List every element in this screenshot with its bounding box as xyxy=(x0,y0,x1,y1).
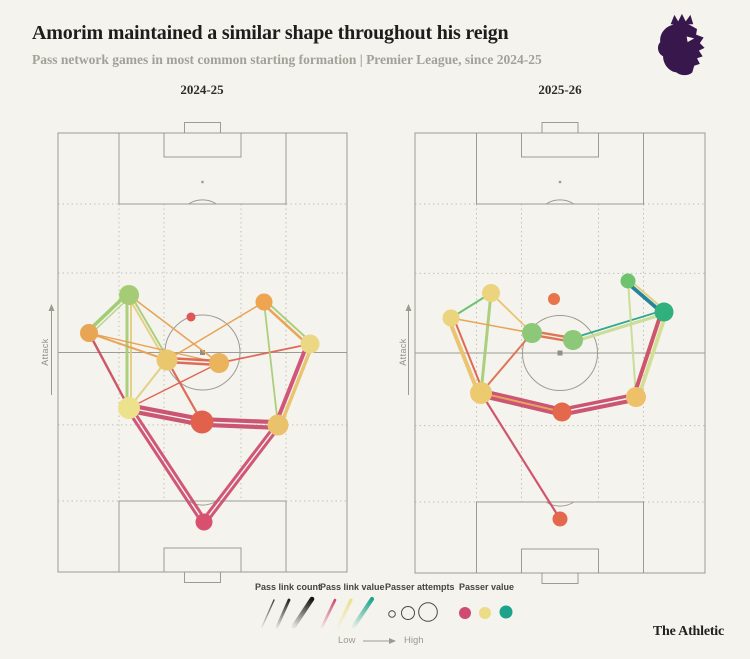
passer-nodes-2024-25 xyxy=(80,285,320,531)
pass-link xyxy=(264,299,313,344)
pass-links-2025-26 xyxy=(446,278,669,521)
passer-node-striker xyxy=(186,312,196,322)
pass-link xyxy=(88,332,168,361)
passer-node-wb-left xyxy=(442,309,460,327)
passer-node-am-left xyxy=(119,285,139,305)
pass-link xyxy=(128,362,220,409)
passer-node-cm-right xyxy=(563,330,583,350)
passer-node-striker xyxy=(548,293,560,305)
passer-nodes-2025-26 xyxy=(442,273,674,527)
pass-link xyxy=(166,301,265,361)
pass-link xyxy=(129,405,208,523)
passer-node-gk xyxy=(195,513,213,531)
legend-stroke xyxy=(261,599,275,628)
passer-node-cb-right xyxy=(267,414,289,436)
passer-node-wb-right xyxy=(300,334,320,354)
legend-stroke xyxy=(320,598,337,629)
attack-axis-label-right: Attack xyxy=(398,338,408,366)
pass-link xyxy=(636,310,669,400)
legend-attempts-circle xyxy=(401,606,415,620)
brand-logo-text: The Athletic xyxy=(652,624,724,639)
legend-scale-high: High xyxy=(404,635,424,646)
pass-link xyxy=(559,392,638,412)
passer-node-cb-centre xyxy=(190,410,214,434)
premier-league-lion-icon xyxy=(652,12,710,78)
legend-attempts-circle xyxy=(418,602,438,622)
legend-graphics xyxy=(261,596,513,644)
pass-link xyxy=(446,316,481,396)
pass-link xyxy=(480,392,563,413)
season-label-right: 2025-26 xyxy=(538,82,582,97)
pass-link xyxy=(129,293,170,361)
pass-link xyxy=(480,332,533,394)
pass-link xyxy=(571,312,667,344)
legend-stroke xyxy=(336,598,353,629)
passer-node-am-right xyxy=(255,293,273,311)
passer-node-am-right xyxy=(620,273,636,289)
pass-link xyxy=(479,391,562,521)
pass-link xyxy=(278,343,315,428)
pass-link xyxy=(560,397,639,417)
passer-node-gk xyxy=(552,511,568,527)
pass-link xyxy=(631,309,664,399)
passer-node-cb-right xyxy=(626,387,646,407)
pass-link xyxy=(478,393,564,417)
passer-node-wb-left xyxy=(80,324,98,342)
passer-node-cb-left xyxy=(118,397,140,419)
passer-node-am-left xyxy=(482,284,500,302)
pass-link xyxy=(450,317,533,334)
legend-value-circle xyxy=(479,607,491,619)
pass-link xyxy=(88,332,220,364)
legend-stroke xyxy=(291,596,315,629)
pass-link xyxy=(261,302,310,347)
pass-links-2024-25 xyxy=(85,291,315,525)
pass-link xyxy=(87,331,131,410)
pass-link xyxy=(200,422,278,523)
passer-node-cb-centre xyxy=(552,402,572,422)
low-high-arrow-icon xyxy=(389,638,396,644)
pass-link xyxy=(273,341,310,427)
pass-link xyxy=(479,291,493,395)
pass-link xyxy=(627,280,637,398)
passer-node-cm-left xyxy=(156,349,178,371)
legend-label-passer-attempts: Passer attempts xyxy=(385,582,455,592)
pass-link xyxy=(125,407,204,525)
legend-label-pass-link-count: Pass link count xyxy=(255,582,322,592)
pass-link xyxy=(218,343,311,364)
legend-value-circle xyxy=(459,607,471,619)
legend-stroke xyxy=(351,596,375,629)
legend-label-passer-value: Passer value xyxy=(459,582,515,592)
passer-node-cb-left xyxy=(470,382,492,404)
legend-value-circle xyxy=(499,605,513,619)
pass-link xyxy=(479,388,565,412)
legend-scale-low: Low xyxy=(338,635,356,646)
legend-attempts-circle xyxy=(388,610,396,618)
pass-link xyxy=(165,358,204,424)
pass-link xyxy=(200,417,281,425)
legend-stroke xyxy=(275,598,291,629)
pass-link xyxy=(263,301,279,426)
pitch xyxy=(405,122,706,584)
attack-axis-label-left: Attack xyxy=(40,338,50,366)
pass-link xyxy=(126,408,204,427)
passer-node-cm-right xyxy=(209,353,229,373)
page-title: Amorim maintained a similar shape throug… xyxy=(32,22,509,44)
passer-node-cm-left xyxy=(522,323,542,343)
pass-link xyxy=(204,424,282,525)
pass-link xyxy=(571,309,665,340)
passer-node-wb-right xyxy=(654,302,674,322)
pass-link xyxy=(127,403,205,422)
pass-link xyxy=(452,316,485,394)
pass-link xyxy=(126,294,167,362)
legend-label-pass-link-value: Pass link value xyxy=(320,582,385,592)
pass-link xyxy=(199,422,280,430)
page-subtitle: Pass network games in most common starti… xyxy=(32,52,542,67)
pass-link xyxy=(128,294,220,364)
season-label-left: 2024-25 xyxy=(180,82,224,97)
